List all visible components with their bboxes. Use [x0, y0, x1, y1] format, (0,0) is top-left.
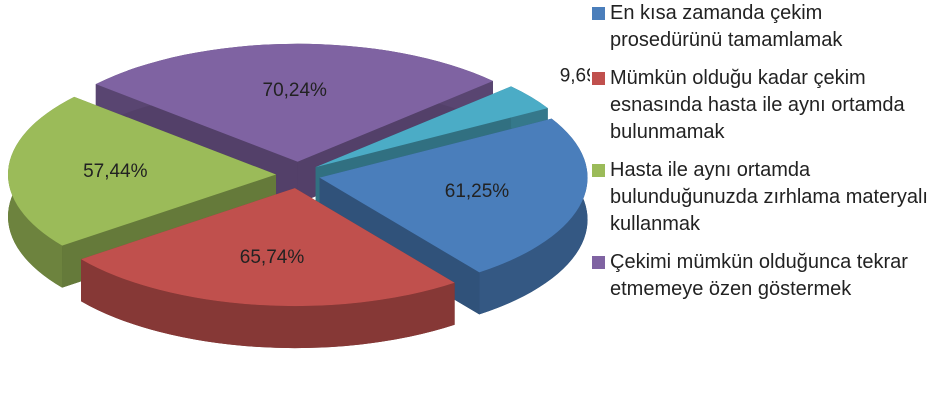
- slice-side: [81, 259, 455, 349]
- legend-swatch: [592, 72, 605, 85]
- legend-swatch: [592, 7, 605, 20]
- legend-swatch: [592, 164, 605, 177]
- slice: [319, 118, 588, 273]
- legend: En kısa zamanda çekim prosedürünü tamaml…: [590, 0, 928, 314]
- value-label: 61,25%: [445, 181, 510, 202]
- slice: [8, 96, 277, 246]
- slice: [315, 86, 548, 168]
- slice: [95, 43, 493, 162]
- legend-label: Hasta ile aynı ortamda bulunduğunuzda zı…: [610, 159, 928, 235]
- legend-label: Mümkün olduğu kadar çekim esnasında hast…: [610, 67, 905, 143]
- legend-item: Hasta ile aynı ortamda bulunduğunuzda zı…: [590, 157, 928, 238]
- legend-swatch: [592, 256, 605, 269]
- legend-item: Çekimi mümkün olduğunca tekrar etmemeye …: [590, 249, 928, 303]
- slice: [81, 188, 455, 307]
- pie-area: 61,25% 65,74% 57,44% 70,24% 9,69%: [8, 43, 614, 349]
- legend-label: En kısa zamanda çekim prosedürünü tamaml…: [610, 2, 843, 51]
- legend-item: En kısa zamanda çekim prosedürünü tamaml…: [590, 0, 928, 54]
- legend-label: Çekimi mümkün olduğunca tekrar etmemeye …: [610, 251, 908, 300]
- value-label: 70,24%: [263, 80, 328, 101]
- legend-item: Mümkün olduğu kadar çekim esnasında hast…: [590, 65, 928, 146]
- value-label: 9,69%: [560, 65, 590, 86]
- value-label: 57,44%: [83, 161, 148, 182]
- value-label: 65,74%: [240, 247, 305, 268]
